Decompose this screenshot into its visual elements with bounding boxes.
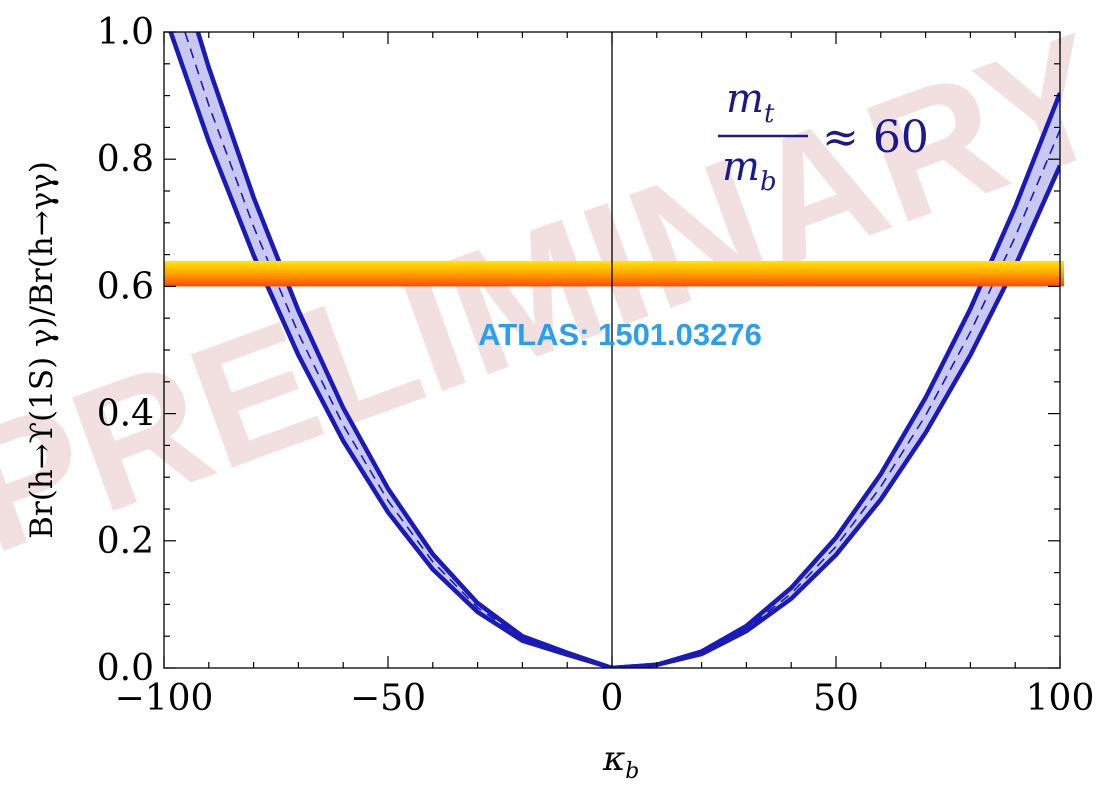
x-tick-label: −50 xyxy=(350,678,426,719)
y-axis-title: Br(h→ϒ(1S) γ)/Br(h→γγ) xyxy=(24,161,60,539)
atlas-annotation: ATLAS: 1501.03276 xyxy=(478,317,762,352)
x-tick-label: 0 xyxy=(601,678,624,719)
ratio-denominator: mb xyxy=(722,144,777,197)
x-axis-title: κb xyxy=(602,739,639,784)
curve-upper xyxy=(195,32,1060,668)
y-tick-label: 0.8 xyxy=(97,139,154,180)
y-tick-label: 0.6 xyxy=(97,266,154,307)
atlas-limit-band xyxy=(164,260,1064,287)
y-tick-label: 0.0 xyxy=(97,648,154,689)
y-tick-label: 0.2 xyxy=(97,521,154,562)
curve-lower xyxy=(168,32,1060,668)
ratio-numerator: mt xyxy=(726,76,775,129)
curve-group xyxy=(168,32,1060,668)
y-tick-labels: 0.0 0.2 0.4 0.6 0.8 1.0 xyxy=(97,12,154,689)
ratio-value: ≈ 60 xyxy=(822,112,929,163)
y-tick-label: 0.4 xyxy=(97,394,154,435)
axis-ticks xyxy=(163,31,1061,669)
x-tick-label: 100 xyxy=(1026,678,1095,719)
mass-ratio-annotation: mt mb ≈ 60 xyxy=(718,76,929,197)
x-tick-label: −100 xyxy=(115,678,214,719)
x-tick-labels: −100 −50 0 50 100 xyxy=(115,678,1095,719)
x-tick-label: 50 xyxy=(813,678,859,719)
uncertainty-band xyxy=(170,32,1060,668)
preliminary-watermark: PRELIMINARY xyxy=(0,0,1107,590)
y-tick-label: 1.0 xyxy=(97,12,154,53)
curve-central-dashed xyxy=(184,32,1060,668)
